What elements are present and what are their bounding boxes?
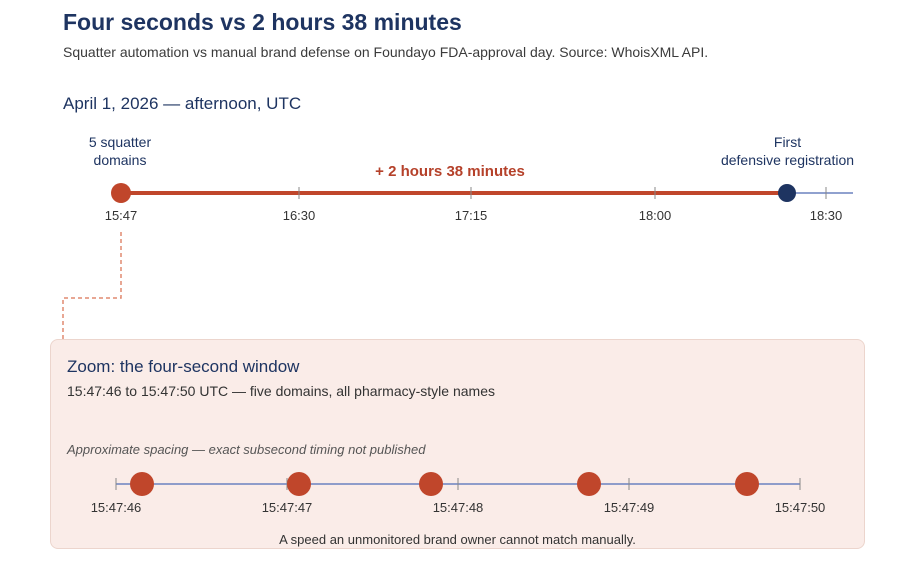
zoom-panel bbox=[50, 339, 865, 549]
zoom-subtitle: 15:47:46 to 15:47:50 UTC — five domains,… bbox=[67, 383, 495, 399]
zoom-tick-label: 15:47:48 bbox=[432, 500, 484, 515]
defensive-registration-annotation: First defensive registration bbox=[695, 133, 880, 169]
domain-registration-marker bbox=[419, 472, 443, 496]
zoom-tick-label: 15:47:46 bbox=[90, 500, 142, 515]
defense-event-marker bbox=[778, 184, 796, 202]
timeline-tick-label: 18:30 bbox=[809, 208, 843, 223]
zoom-connector bbox=[62, 232, 122, 339]
zoom-tick-label: 15:47:49 bbox=[603, 500, 655, 515]
zoom-tick-label: 15:47:47 bbox=[261, 500, 313, 515]
domain-registration-marker bbox=[577, 472, 601, 496]
timeline-tick-label: 16:30 bbox=[282, 208, 316, 223]
domain-registration-marker bbox=[735, 472, 759, 496]
duration-label: + 2 hours 38 minutes bbox=[375, 163, 525, 180]
timeline-tick-label: 18:00 bbox=[638, 208, 672, 223]
defense-annotation-text: First defensive registration bbox=[720, 134, 855, 168]
timeline-tick-label: 17:15 bbox=[454, 208, 488, 223]
timeline-date-label: April 1, 2026 — afternoon, UTC bbox=[63, 94, 302, 113]
zoom-title: Zoom: the four-second window bbox=[67, 357, 300, 376]
footer-caption: A speed an unmonitored brand owner canno… bbox=[279, 532, 636, 547]
zoom-note: Approximate spacing — exact subsecond ti… bbox=[67, 442, 426, 457]
squatter-domains-annotation: 5 squatter domains bbox=[60, 133, 180, 169]
domain-registration-marker bbox=[287, 472, 311, 496]
squatter-annotation-text: 5 squatter domains bbox=[88, 134, 152, 168]
timeline-tick-label: 15:47 bbox=[104, 208, 138, 223]
squatter-event-marker bbox=[111, 183, 131, 203]
chart-title: Four seconds vs 2 hours 38 minutes bbox=[63, 9, 462, 35]
zoom-tick-label: 15:47:50 bbox=[774, 500, 826, 515]
chart-subtitle: Squatter automation vs manual brand defe… bbox=[63, 44, 709, 60]
domain-registration-marker bbox=[130, 472, 154, 496]
